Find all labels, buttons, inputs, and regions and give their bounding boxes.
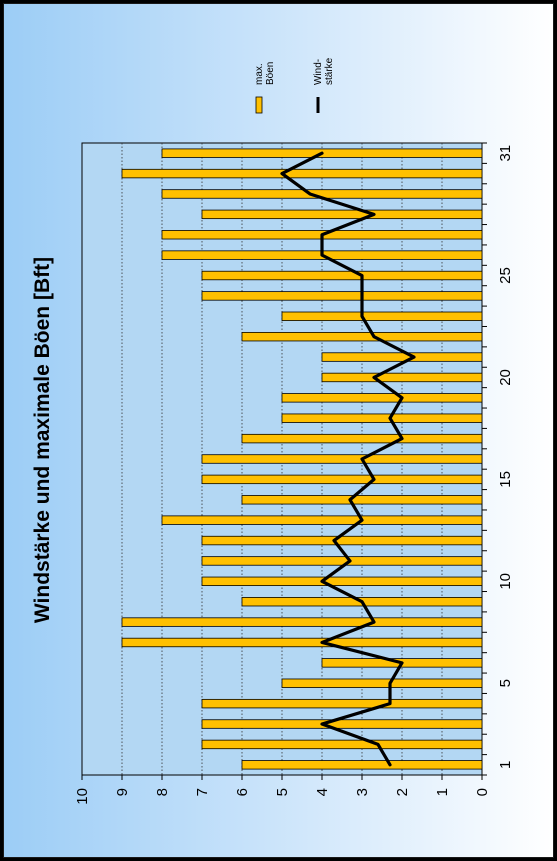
gust-bar bbox=[121, 168, 483, 179]
gust-bar bbox=[161, 515, 483, 525]
gust-bar bbox=[281, 311, 483, 321]
legend-wind-label-1: Wind- bbox=[313, 59, 324, 85]
value-tick-label: 9 bbox=[114, 788, 131, 796]
gust-bar bbox=[201, 719, 483, 729]
gust-bar bbox=[281, 393, 483, 403]
value-tick-label: 10 bbox=[74, 788, 91, 805]
gust-bar bbox=[201, 739, 483, 750]
category-tick-label: 20 bbox=[497, 369, 514, 386]
category-tick-label: 10 bbox=[497, 573, 514, 590]
gust-bar bbox=[201, 535, 483, 546]
gust-bar bbox=[241, 495, 483, 505]
gust-bar bbox=[201, 576, 483, 587]
gust-bar bbox=[281, 678, 483, 688]
gust-bar bbox=[241, 331, 483, 342]
gust-bar bbox=[201, 698, 483, 709]
gust-bar bbox=[241, 760, 483, 770]
category-tick-label: 25 bbox=[497, 267, 514, 284]
gust-bar bbox=[201, 454, 483, 464]
gust-bar bbox=[241, 433, 483, 444]
legend-gust-swatch bbox=[255, 96, 263, 114]
category-tick-label: 15 bbox=[497, 471, 514, 488]
category-tick-label: 5 bbox=[497, 679, 514, 687]
gust-bar bbox=[121, 617, 483, 627]
gust-bar bbox=[321, 352, 483, 362]
legend-gust-label-1: max. bbox=[254, 63, 265, 85]
gust-bar bbox=[201, 209, 483, 220]
wind-strength-line bbox=[280, 151, 416, 767]
legend-gust-label-2: Böen bbox=[265, 62, 276, 85]
value-tick-label: 0 bbox=[474, 788, 491, 796]
value-tick-label: 6 bbox=[234, 788, 251, 796]
category-tick-label: 31 bbox=[497, 145, 514, 162]
legend-wind: Wind- stärke bbox=[313, 57, 335, 113]
category-tick-label: 1 bbox=[497, 761, 514, 769]
legend: max. Böen bbox=[254, 62, 276, 114]
gust-bar bbox=[121, 637, 483, 648]
gust-bar bbox=[321, 372, 483, 383]
value-tick-label: 8 bbox=[154, 788, 171, 796]
value-tick-label: 2 bbox=[394, 788, 411, 796]
gust-bar bbox=[201, 270, 483, 281]
gust-bar bbox=[281, 413, 483, 423]
value-tick-label: 7 bbox=[194, 788, 211, 796]
value-tick-label: 4 bbox=[314, 788, 331, 796]
legend-wind-label-2: stärke bbox=[324, 57, 335, 85]
chart-title: Windstärke und maximale Böen [Bft] bbox=[31, 257, 54, 623]
value-tick-label: 1 bbox=[434, 788, 451, 796]
gust-bar bbox=[201, 291, 483, 301]
value-tick-label: 3 bbox=[354, 788, 371, 796]
gust-bar bbox=[201, 474, 483, 485]
value-tick-label: 5 bbox=[274, 788, 291, 796]
gust-bar bbox=[201, 556, 483, 566]
